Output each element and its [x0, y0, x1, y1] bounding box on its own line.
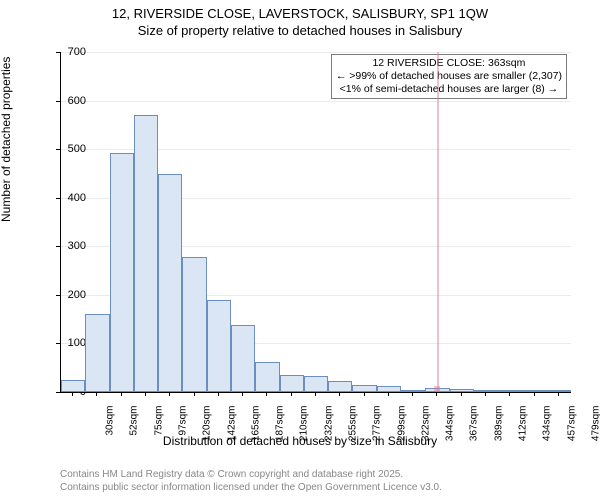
plot-area: 12 RIVERSIDE CLOSE: 363sqm ← >99% of det… — [60, 52, 571, 393]
x-tick-mark — [509, 392, 510, 396]
x-tick-mark — [315, 392, 316, 396]
x-tick-mark — [266, 392, 267, 396]
x-tick-mark — [558, 392, 559, 396]
histogram-bar — [377, 386, 401, 392]
annotation-line-1: 12 RIVERSIDE CLOSE: 363sqm — [336, 57, 562, 70]
gridline — [61, 101, 571, 102]
x-tick-mark — [461, 392, 462, 396]
x-tick-mark — [145, 392, 146, 396]
histogram-bar — [304, 376, 328, 393]
highlight-marker — [434, 386, 440, 392]
footer-line-1: Contains HM Land Registry data © Crown c… — [60, 469, 442, 482]
x-tick-mark — [485, 392, 486, 396]
histogram-bar — [207, 300, 231, 392]
histogram-bar — [61, 380, 85, 392]
histogram-bar — [328, 381, 352, 392]
annotation-line-2: ← >99% of detached houses are smaller (2… — [336, 70, 562, 83]
x-axis-label: Distribution of detached houses by size … — [0, 434, 600, 448]
histogram-bar — [522, 390, 546, 392]
x-tick-mark — [534, 392, 535, 396]
x-tick-mark — [364, 392, 365, 396]
annotation-line-3: <1% of semi-detached houses are larger (… — [336, 83, 562, 96]
x-tick-mark — [436, 392, 437, 396]
histogram-chart: Number of detached properties 0100200300… — [0, 42, 600, 442]
x-tick-mark — [72, 392, 73, 396]
y-axis-label: Number of detached properties — [0, 57, 13, 222]
histogram-bar — [547, 390, 571, 392]
chart-title: 12, RIVERSIDE CLOSE, LAVERSTOCK, SALISBU… — [0, 0, 600, 40]
x-tick-mark — [291, 392, 292, 396]
histogram-bar — [182, 257, 206, 392]
x-tick-mark — [194, 392, 195, 396]
x-tick-mark — [242, 392, 243, 396]
histogram-bar — [110, 153, 134, 392]
x-tick-mark — [121, 392, 122, 396]
title-line-2: Size of property relative to detached ho… — [0, 23, 600, 40]
histogram-bar — [255, 362, 279, 392]
histogram-bar — [158, 174, 182, 392]
x-tick-mark — [412, 392, 413, 396]
histogram-bar — [401, 390, 425, 392]
x-tick-mark — [169, 392, 170, 396]
footer-line-2: Contains public sector information licen… — [60, 482, 442, 495]
histogram-bar — [498, 390, 522, 392]
y-axis-label-text: Number of detached properties — [0, 57, 13, 222]
x-tick-mark — [218, 392, 219, 396]
title-line-1: 12, RIVERSIDE CLOSE, LAVERSTOCK, SALISBU… — [0, 6, 600, 23]
highlight-pointer — [437, 52, 439, 392]
histogram-bar — [450, 389, 474, 392]
x-tick-mark — [339, 392, 340, 396]
histogram-bar — [280, 375, 304, 392]
histogram-bar — [85, 314, 109, 392]
x-tick-mark — [388, 392, 389, 396]
histogram-bar — [231, 325, 255, 392]
x-tick-mark — [96, 392, 97, 396]
gridline — [61, 52, 571, 53]
histogram-bar — [134, 115, 158, 392]
annotation-box: 12 RIVERSIDE CLOSE: 363sqm ← >99% of det… — [331, 54, 567, 99]
histogram-bar — [352, 385, 376, 392]
footer-attribution: Contains HM Land Registry data © Crown c… — [60, 469, 442, 494]
